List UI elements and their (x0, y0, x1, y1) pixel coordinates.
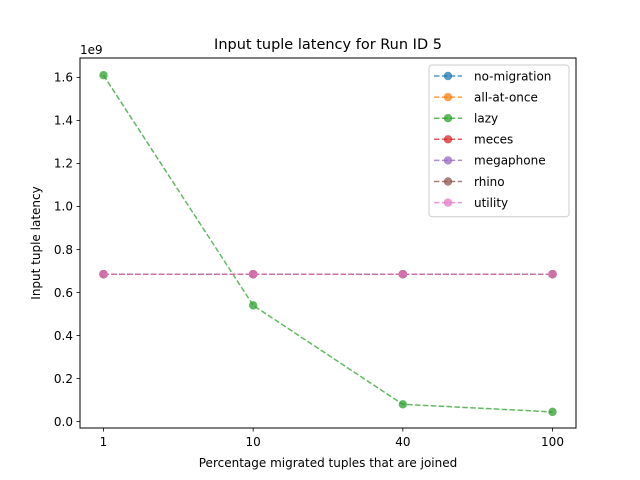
series-line-lazy (102, 74, 553, 413)
legend-marker-no-migration (443, 71, 453, 81)
legend-marker-all-at-once (443, 92, 453, 102)
legend-label-all-at-once: all-at-once (474, 90, 538, 104)
data-point-utility (248, 269, 258, 279)
data-point-lazy (248, 301, 258, 310)
y-offset-label: 1e9 (80, 43, 103, 57)
legend-label-meces: meces (474, 133, 513, 147)
data-point-utility (548, 269, 557, 279)
data-point-lazy (99, 71, 108, 80)
legend-label-utility: utility (474, 196, 508, 210)
legend-marker-utility (443, 198, 453, 207)
x-tick-label: 10 (246, 435, 261, 449)
y-tick-label: 0.0 (54, 415, 73, 429)
data-point-lazy (398, 400, 408, 409)
legend-box (428, 64, 570, 218)
plot-frame (79, 57, 577, 429)
x-tick-label: 1 (100, 435, 108, 449)
x-tick-label: 40 (395, 435, 410, 449)
legend-label-megaphone: megaphone (474, 154, 546, 168)
y-tick-label: 1.4 (54, 114, 73, 128)
y-tick-label: 0.2 (54, 372, 73, 386)
legend-marker-lazy (443, 114, 453, 123)
y-tick-label: 1.0 (54, 200, 73, 214)
data-point-lazy (548, 407, 557, 417)
y-tick-label: 1.2 (54, 157, 73, 171)
legend-marker-megaphone (443, 156, 453, 165)
y-tick-label: 0.4 (54, 329, 73, 343)
legend-label-lazy: lazy (474, 112, 498, 126)
chart-title: Input tuple latency for Run ID 5 (214, 37, 442, 53)
x-axis-label: Percentage migrated tuples that are join… (199, 456, 458, 470)
data-point-utility (99, 269, 108, 279)
x-tick-label: 100 (541, 435, 564, 449)
y-tick-label: 1.6 (54, 71, 73, 85)
legend-marker-meces (443, 135, 453, 144)
legend-label-no-migration: no-migration (474, 69, 551, 83)
y-tick-label: 0.6 (54, 286, 73, 300)
legend-marker-rhino (443, 177, 453, 186)
legend-label-rhino: rhino (474, 175, 505, 189)
y-axis-label: Input tuple latency (29, 186, 43, 299)
y-tick-label: 0.8 (54, 243, 73, 257)
data-point-utility (398, 269, 408, 279)
